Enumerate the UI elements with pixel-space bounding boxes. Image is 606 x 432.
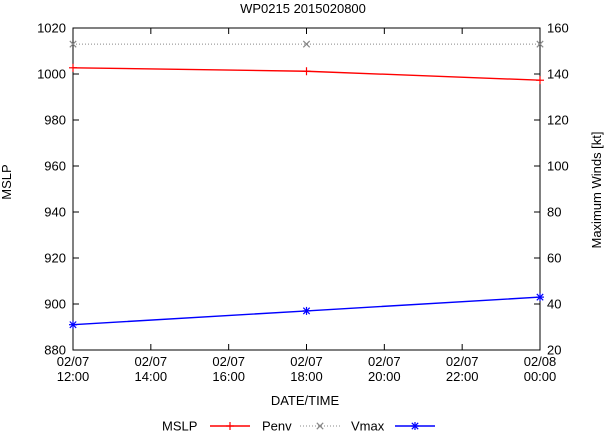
chart-title: WP0215 2015020800: [240, 1, 366, 16]
y-tick-label: 920: [44, 251, 66, 266]
x-tick-label-date: 02/07: [290, 354, 323, 369]
y2-tick-label: 40: [547, 297, 561, 312]
x-tick-label-time: 00:00: [524, 369, 557, 384]
legend-label-vmax: Vmax: [351, 419, 385, 432]
x-tick-label-date: 02/07: [212, 354, 245, 369]
legend-marker-penv: [226, 422, 234, 430]
x-tick-label-time: 22:00: [446, 369, 479, 384]
y2-tick-label: 160: [547, 21, 569, 36]
y2-tick-label: 20: [547, 343, 561, 358]
y2-tick-label: 60: [547, 251, 561, 266]
data-point-vmax: [536, 40, 544, 48]
y-tick-label: 940: [44, 205, 66, 220]
y-tick-label: 880: [44, 343, 66, 358]
y-tick-label: 980: [44, 113, 66, 128]
x-tick-label-date: 02/07: [446, 354, 479, 369]
data-point-penv: [302, 67, 311, 76]
x-tick-label-date: 02/07: [135, 354, 168, 369]
x-tick-label-time: 12:00: [57, 369, 90, 384]
y2-tick-label: 80: [547, 205, 561, 220]
data-point-penv: [69, 63, 77, 72]
y2-axis-title: Maximum Winds [kt]: [589, 131, 604, 248]
legend-marker-mslp: [411, 422, 419, 430]
legend-title: MSLP: [162, 419, 197, 432]
data-point-vmax: [69, 40, 77, 48]
legend-label-penv: Penv: [262, 419, 292, 432]
legend-marker-vmax: [316, 422, 324, 430]
x-tick-label-time: 20:00: [368, 369, 401, 384]
axes: 880 900 920 940 960 980 1000 1020 20 40 60 80 100 120…: [37, 21, 569, 385]
data-point-vmax: [302, 40, 311, 48]
x-tick-label-time: 18:00: [290, 369, 323, 384]
data-point-penv: [536, 76, 544, 85]
x-tick-label-time: 14:00: [135, 369, 168, 384]
y2-tick-label: 120: [547, 113, 569, 128]
x-tick-label-time: 16:00: [212, 369, 245, 384]
plot-area: [69, 40, 544, 329]
data-point-mslp: [69, 320, 77, 329]
x-tick-label-date: 02/07: [368, 354, 401, 369]
data-point-mslp: [536, 293, 544, 302]
y-tick-label: 960: [44, 159, 66, 174]
x-tick-label-date: 02/07: [57, 354, 90, 369]
y2-tick-label: 100: [547, 159, 569, 174]
y-axis-title: MSLP: [0, 164, 14, 199]
x-axis-title: DATE/TIME: [271, 393, 340, 408]
legend: MSLP Penv Vmax: [162, 419, 435, 432]
data-point-mslp: [302, 306, 311, 315]
y-tick-label: 1000: [37, 67, 66, 82]
y2-tick-label: 140: [547, 67, 569, 82]
x-tick-label-date: 02/08: [524, 354, 557, 369]
y-tick-label: 900: [44, 297, 66, 312]
y-tick-label: 1020: [37, 21, 66, 36]
